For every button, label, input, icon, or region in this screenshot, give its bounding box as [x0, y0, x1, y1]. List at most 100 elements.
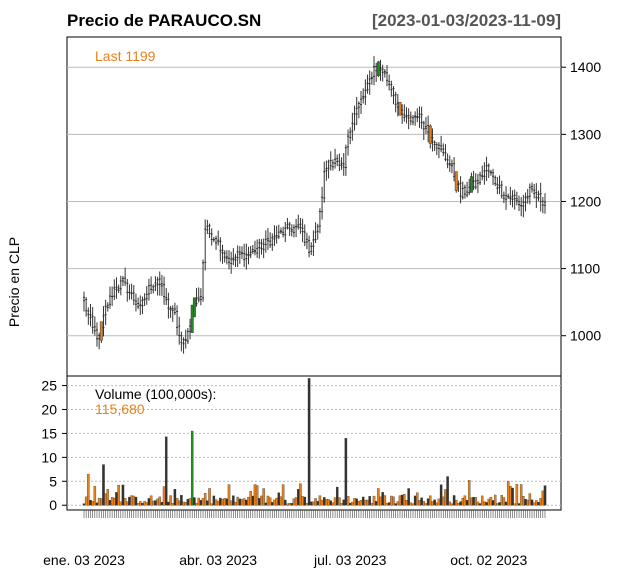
- volume-bar: [396, 501, 400, 506]
- volume-bar: [498, 502, 501, 506]
- volume-bar: [108, 500, 112, 506]
- volume-bar: [528, 493, 532, 506]
- volume-bar: [126, 501, 129, 506]
- volume-tick-label: 5: [49, 473, 57, 489]
- volume-bar: [342, 499, 345, 506]
- candle-body: [428, 125, 432, 144]
- volume-bar: [541, 490, 545, 506]
- volume-bar: [299, 483, 302, 506]
- volume-bar: [87, 473, 90, 506]
- volume-bar: [524, 499, 527, 506]
- volume-axis: 0 5 10 15 20 25: [41, 378, 67, 513]
- volume-bar: [517, 503, 521, 506]
- volume-bar: [359, 500, 363, 506]
- volume-bar: [340, 503, 343, 506]
- volume-bar: [164, 436, 168, 506]
- volume-bar: [292, 498, 296, 506]
- volume-bar: [394, 503, 397, 506]
- volume-bar: [281, 484, 285, 506]
- volume-bar: [310, 501, 313, 506]
- volume-bar: [357, 501, 361, 506]
- volume-bar: [368, 496, 371, 506]
- volume-bar: [219, 497, 222, 506]
- volume-bar: [335, 486, 339, 506]
- price-panel-frame: [66, 36, 562, 377]
- volume-bar: [325, 498, 328, 506]
- volume-bar: [212, 495, 216, 506]
- volume-bar: [242, 498, 246, 506]
- volume-bar: [225, 498, 229, 506]
- volume-bar: [307, 378, 311, 506]
- x-tick-label: jul. 03 2023: [313, 552, 387, 568]
- volume-bar: [253, 484, 257, 506]
- volume-bar: [372, 495, 376, 506]
- volume-bar: [435, 502, 439, 506]
- volume-bar: [392, 496, 395, 506]
- volume-bar: [206, 500, 209, 506]
- volume-bar: [463, 495, 467, 506]
- volume-bar: [314, 498, 317, 506]
- volume-bar: [143, 501, 146, 506]
- volume-bar: [504, 501, 508, 506]
- volume-bar: [424, 503, 428, 506]
- volume-bar: [149, 495, 153, 506]
- volume-bar: [506, 481, 510, 506]
- volume-bar: [223, 498, 226, 506]
- volume-bar: [418, 500, 421, 506]
- volume-bar: [271, 502, 274, 506]
- volume-bar: [483, 501, 486, 506]
- volume-bar: [100, 498, 103, 506]
- volume-bar: [273, 499, 276, 506]
- volume-bar: [379, 496, 382, 506]
- volume-bar: [535, 500, 538, 506]
- volume-bar: [461, 497, 465, 506]
- volume-bar: [403, 494, 406, 506]
- volume-bar: [186, 499, 190, 506]
- volume-bar: [130, 495, 133, 506]
- volume-bar: [158, 496, 162, 506]
- volume-bar: [260, 495, 263, 506]
- volume-bar: [249, 491, 252, 506]
- volume-tick-label: 10: [41, 449, 57, 465]
- volume-bar: [426, 498, 430, 506]
- volume-bar: [407, 488, 410, 506]
- volume-bar: [422, 501, 426, 506]
- volume-bar: [338, 497, 341, 506]
- volume-bar: [234, 501, 237, 506]
- volume-bar: [515, 484, 519, 506]
- volume-bar: [188, 498, 192, 506]
- volume-bar: [400, 494, 404, 506]
- volume-bar: [84, 496, 88, 506]
- volume-bar: [147, 498, 151, 506]
- volume-bar: [236, 496, 239, 506]
- volume-bar: [448, 501, 452, 506]
- price-tick-label: 1400: [570, 59, 601, 75]
- chart-title: Precio de PARAUCO.SN: [67, 11, 261, 30]
- volume-bar: [173, 489, 177, 506]
- volume-bar: [199, 500, 203, 506]
- volume-bar: [329, 500, 332, 506]
- volume-bar: [385, 502, 389, 506]
- volume-bar: [361, 496, 365, 506]
- volume-bar: [513, 503, 516, 506]
- volume-bar: [214, 499, 218, 506]
- candle-body: [376, 61, 380, 76]
- volume-bar: [121, 484, 125, 506]
- volume-bar: [115, 492, 118, 506]
- volume-bar: [175, 498, 179, 506]
- volume-bar: [433, 499, 436, 506]
- volume-bar: [136, 503, 140, 506]
- volume-bar: [190, 430, 194, 506]
- volume-bar: [182, 501, 185, 506]
- volume-bar: [364, 499, 367, 506]
- volume-bar: [208, 488, 211, 506]
- volume-tick-label: 20: [41, 402, 57, 418]
- volume-bar: [353, 498, 356, 506]
- volume-bar: [437, 498, 441, 506]
- volume-bar: [91, 501, 94, 506]
- volume-bar: [500, 495, 503, 506]
- volume-bar: [509, 486, 512, 506]
- volume-bar: [139, 501, 142, 506]
- volume-last-value: 115,680: [95, 401, 145, 417]
- volume-bar: [489, 496, 493, 506]
